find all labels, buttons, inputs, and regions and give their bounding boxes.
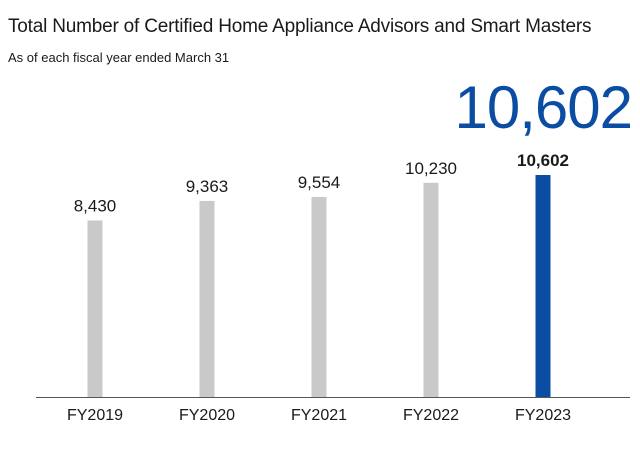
value-label-fy2023: 10,602	[517, 151, 569, 170]
chart-title: Total Number of Certified Home Appliance…	[8, 16, 592, 37]
bar-fy2023	[535, 175, 551, 397]
x-tick-label-fy2021: FY2021	[291, 407, 347, 424]
value-label-fy2021: 9,554	[298, 173, 341, 192]
value-label-fy2019: 8,430	[74, 196, 117, 215]
chart-subtitle: As of each fiscal year ended March 31	[8, 50, 230, 65]
highlight-callout: 10,602	[454, 74, 633, 141]
x-tick-label-fy2020: FY2020	[179, 407, 235, 424]
x-tick-label-fy2022: FY2022	[403, 407, 459, 424]
x-tick-label-fy2019: FY2019	[67, 407, 123, 424]
x-tick-label-fy2023: FY2023	[515, 407, 571, 424]
value-label-fy2022: 10,230	[405, 159, 457, 178]
bar-fy2019	[87, 220, 103, 397]
bar-fy2020	[199, 200, 215, 397]
bar-fy2021	[311, 196, 327, 397]
bar-fy2022	[423, 182, 439, 397]
value-label-fy2020: 9,363	[186, 177, 229, 196]
